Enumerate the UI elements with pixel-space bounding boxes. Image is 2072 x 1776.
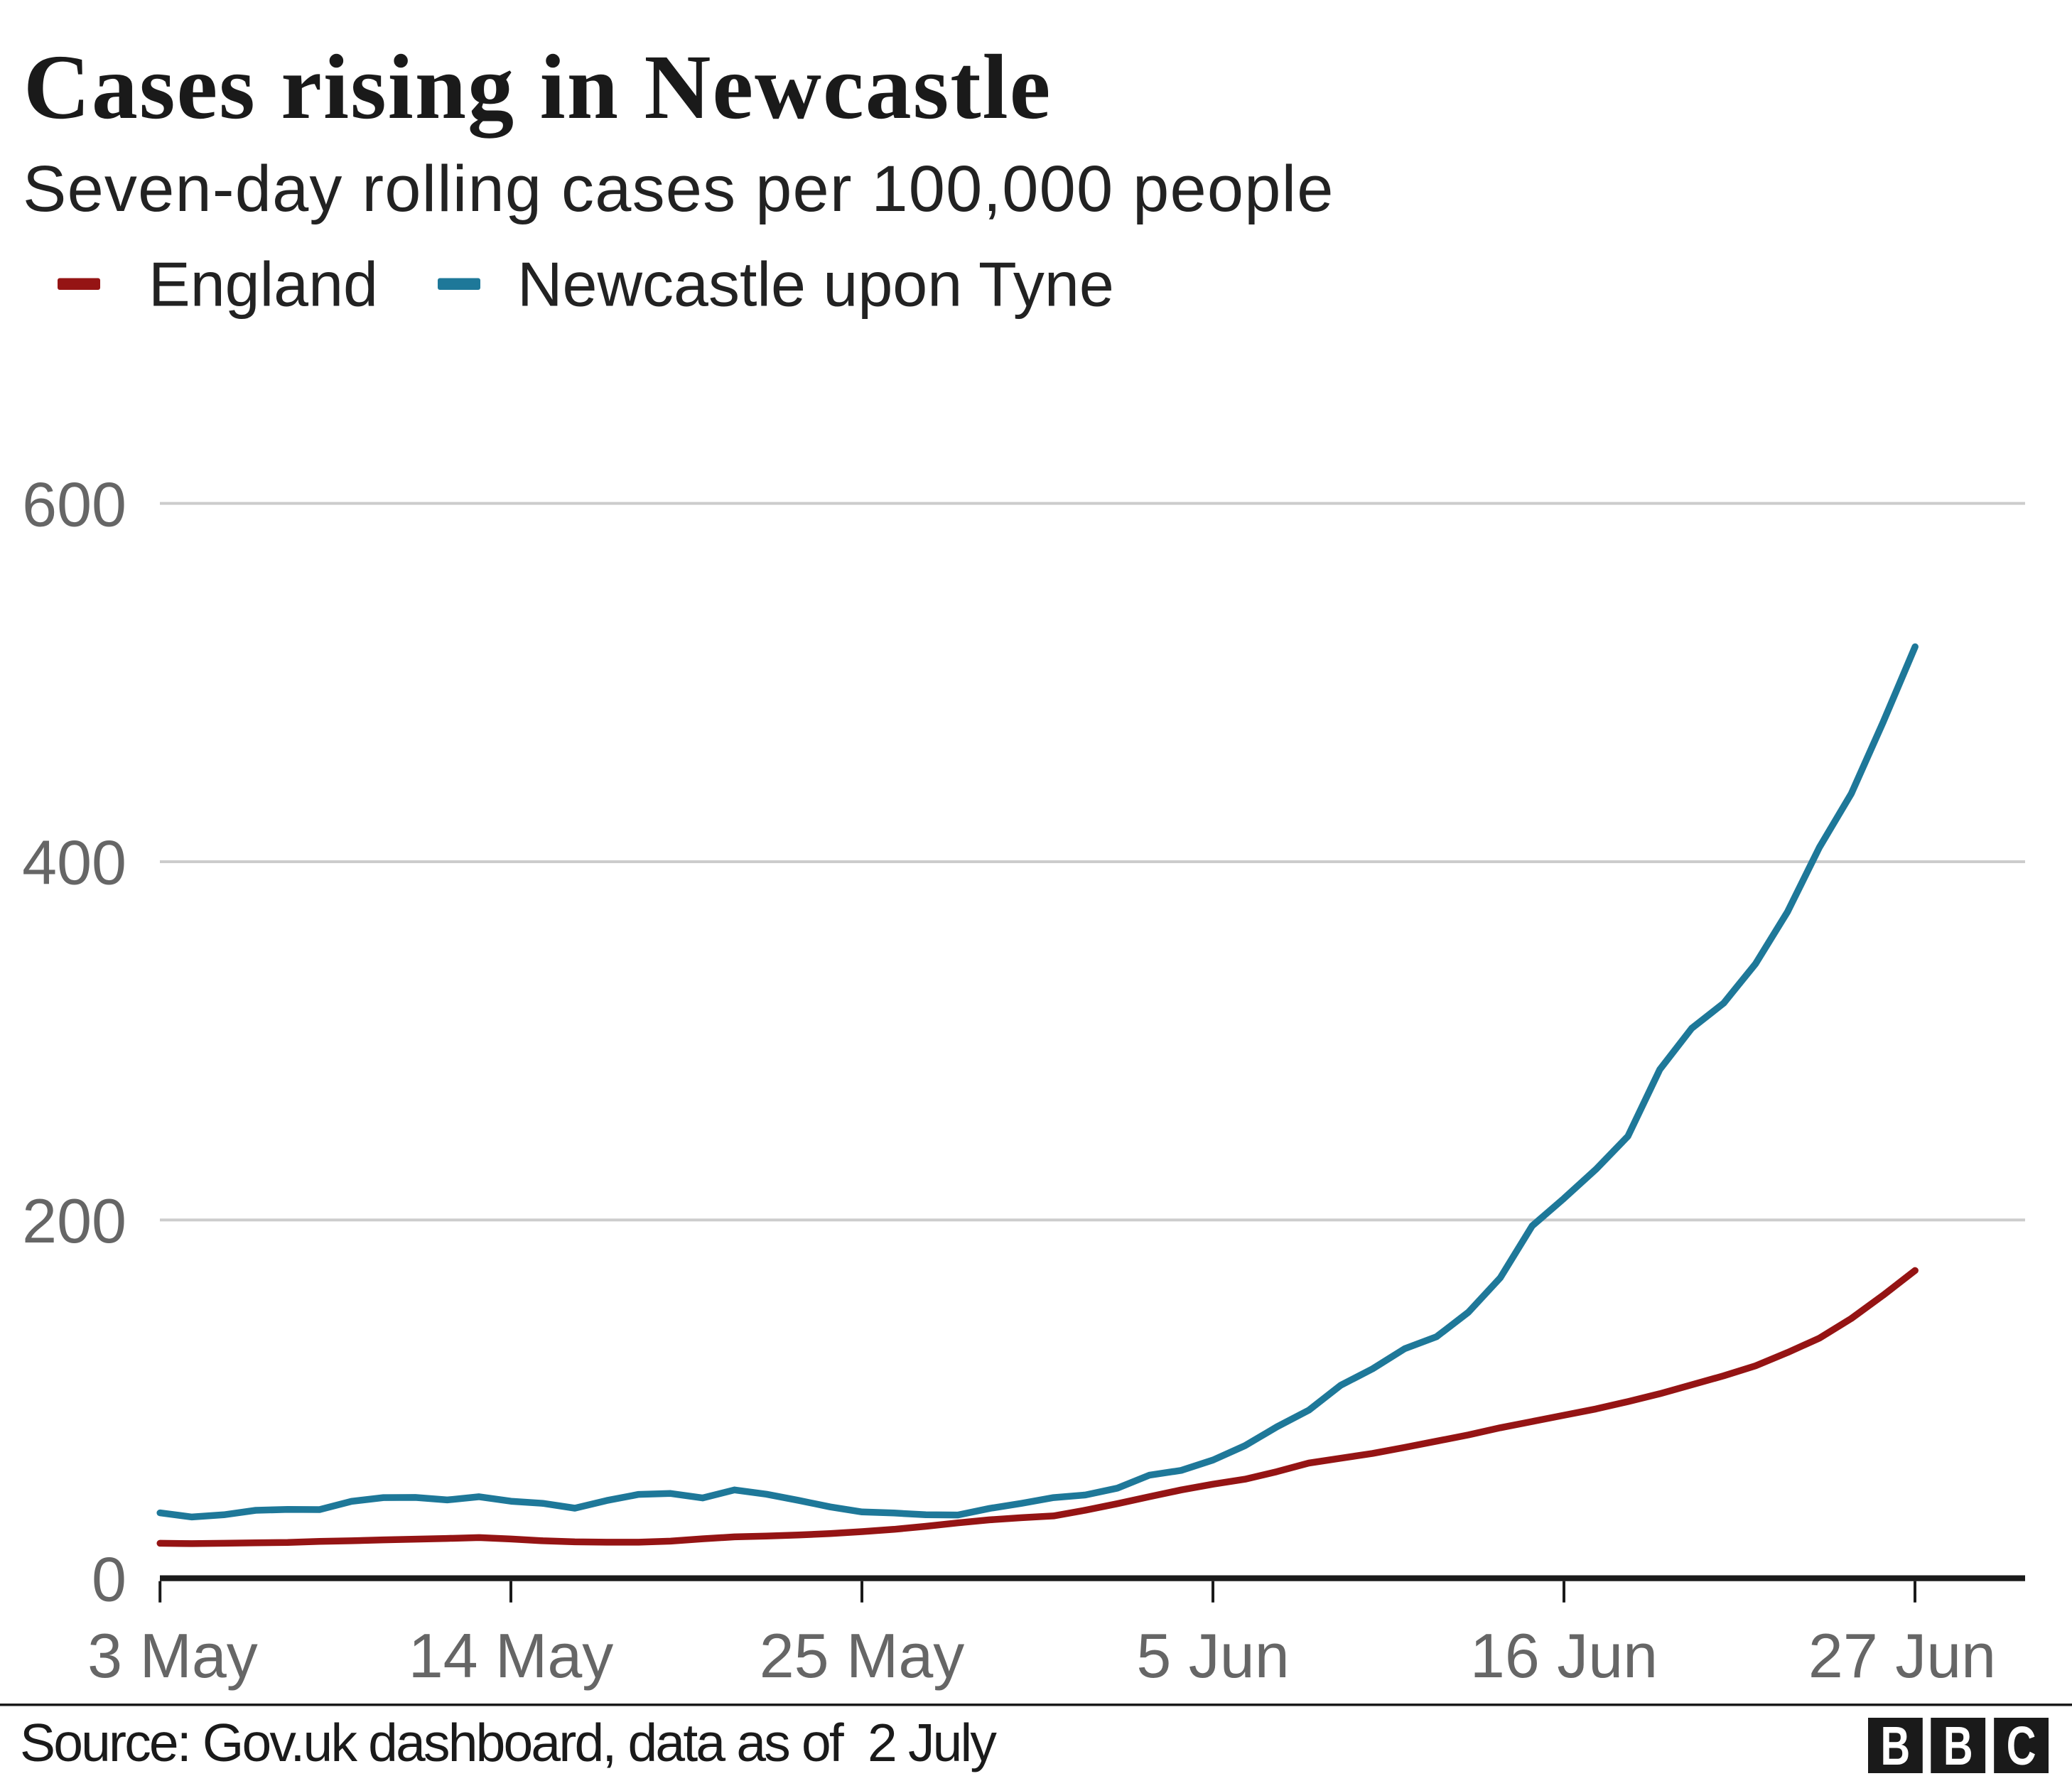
- svg-text:Newcastle upon Tyne: Newcastle upon Tyne: [517, 249, 1114, 320]
- svg-text:25 May: 25 May: [760, 1620, 965, 1691]
- svg-text:5 Jun: 5 Jun: [1136, 1620, 1289, 1691]
- svg-text:200: 200: [22, 1186, 126, 1256]
- svg-text:600: 600: [22, 469, 126, 539]
- svg-text:B: B: [1881, 1716, 1911, 1776]
- svg-text:B: B: [1943, 1716, 1973, 1776]
- svg-text:England: England: [149, 249, 378, 320]
- svg-text:0: 0: [92, 1544, 126, 1614]
- svg-text:27 Jun: 27 Jun: [1808, 1620, 1996, 1691]
- svg-text:14 May: 14 May: [409, 1620, 614, 1691]
- svg-text:C: C: [2007, 1716, 2036, 1776]
- svg-text:Source: Gov.uk dashboard, data: Source: Gov.uk dashboard, data as of 2 J…: [20, 1713, 997, 1772]
- svg-text:Seven-day rolling cases per 10: Seven-day rolling cases per 100,000 peop…: [23, 153, 1334, 225]
- svg-text:400: 400: [22, 828, 126, 898]
- svg-text:16 Jun: 16 Jun: [1470, 1620, 1658, 1691]
- svg-text:Cases rising in Newcastle: Cases rising in Newcastle: [23, 36, 1052, 139]
- svg-text:3 May: 3 May: [87, 1620, 258, 1691]
